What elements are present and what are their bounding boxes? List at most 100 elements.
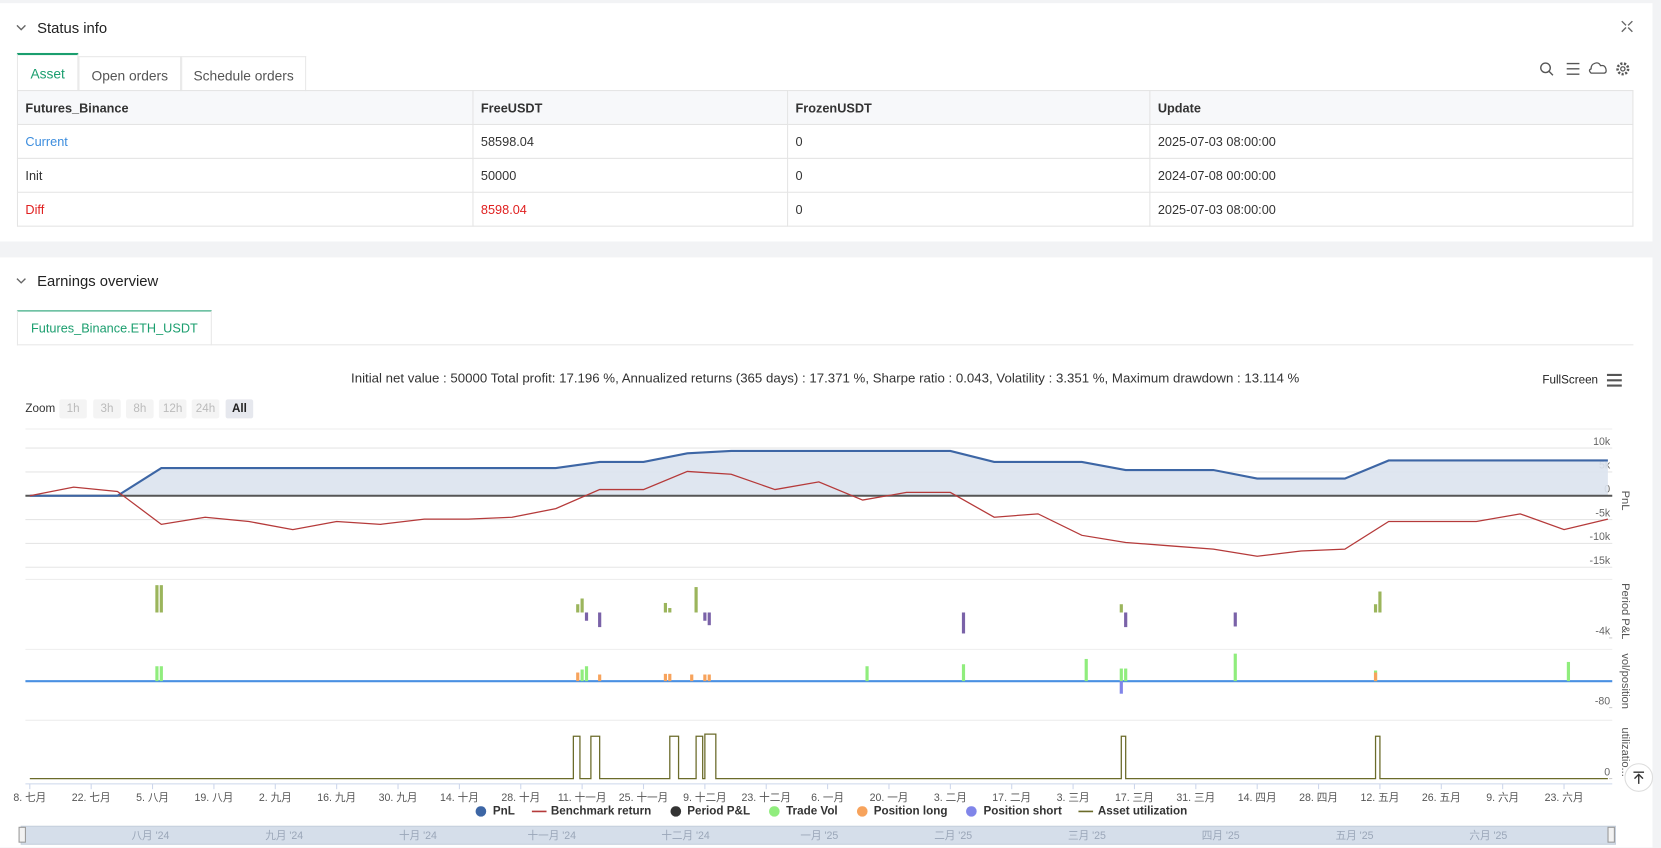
legend-symbol xyxy=(767,806,782,817)
navigator-label: 一月 '25 xyxy=(800,830,838,842)
y-tick-label: -10k xyxy=(1590,531,1611,543)
bar xyxy=(581,670,584,682)
bar xyxy=(1120,604,1123,612)
navigator-handle[interactable] xyxy=(19,827,25,842)
x-tick-label: 14. 十月 xyxy=(440,791,479,804)
navigator-handle[interactable] xyxy=(1608,827,1614,842)
legend-label: PnL xyxy=(493,805,515,818)
x-tick-label: 6. 一月 xyxy=(811,792,844,804)
bar xyxy=(576,604,579,612)
navigator-label: 五月 '25 xyxy=(1336,830,1374,842)
y-tick-label: -80 xyxy=(1595,695,1610,707)
legend-symbol xyxy=(474,806,489,817)
x-tick-label: 11. 十一月 xyxy=(558,791,607,804)
navigator-label: 三月 '25 xyxy=(1068,830,1106,842)
y-tick-label: -4k xyxy=(1595,626,1610,638)
bar xyxy=(962,612,965,633)
legend-item[interactable]: Period P&L xyxy=(668,805,750,818)
bar xyxy=(668,608,671,612)
legend-item[interactable]: Asset utilization xyxy=(1079,805,1187,818)
legend-label: Position long xyxy=(874,805,948,818)
x-tick-label: 30. 九月 xyxy=(379,792,418,804)
bar xyxy=(1234,654,1237,681)
navigator-label: 二月 '25 xyxy=(934,830,972,842)
x-tick-label: 19. 八月 xyxy=(195,792,234,804)
back-to-top[interactable] xyxy=(1624,763,1654,793)
x-tick-label: 26. 五月 xyxy=(1422,792,1461,804)
x-tick-label: 25. 十一月 xyxy=(619,791,668,804)
x-tick-label: 9. 十二月 xyxy=(683,791,727,804)
legend-label: Asset utilization xyxy=(1098,805,1187,818)
x-tick-label: 5. 八月 xyxy=(136,792,169,804)
bar xyxy=(576,673,579,682)
navigator-label: 四月 '25 xyxy=(1202,830,1240,842)
navigator-label: 十月 '24 xyxy=(399,829,437,842)
bar xyxy=(962,664,965,681)
x-tick-label: 31. 三月 xyxy=(1176,792,1215,804)
y-tick-label: -5k xyxy=(1595,507,1610,519)
x-tick-label: 28. 十月 xyxy=(501,791,540,804)
navigator-label: 十二月 '24 xyxy=(661,829,710,842)
legend-dot xyxy=(670,806,681,817)
navigator-label: 六月 '25 xyxy=(1469,830,1507,842)
bar xyxy=(155,666,158,681)
bar xyxy=(160,666,163,681)
legend-symbol xyxy=(964,806,979,817)
x-tick-label: 12. 五月 xyxy=(1361,792,1400,804)
bar xyxy=(690,675,693,682)
legend-symbol xyxy=(1079,806,1094,817)
legend-dot xyxy=(769,806,780,817)
x-tick-label: 23. 十二月 xyxy=(742,791,791,804)
bar xyxy=(1124,669,1127,682)
navigator-label: 十一月 '24 xyxy=(528,829,577,842)
bar xyxy=(1085,659,1088,681)
bar xyxy=(1378,592,1381,613)
bar xyxy=(155,585,158,612)
y-tick-label: 0 xyxy=(1604,766,1610,778)
bar xyxy=(585,612,588,620)
bar xyxy=(1374,604,1377,612)
x-tick-label: 20. 一月 xyxy=(870,792,909,804)
bar xyxy=(703,675,706,682)
bar xyxy=(1374,673,1377,682)
bar xyxy=(1120,681,1123,694)
legend-dot xyxy=(967,806,978,817)
x-tick-label: 14. 四月 xyxy=(1238,792,1277,804)
x-tick-label: 9. 六月 xyxy=(1486,792,1519,804)
bar xyxy=(865,666,868,681)
y-axis-label: PnL xyxy=(1619,491,1631,511)
legend-item[interactable]: Benchmark return xyxy=(532,805,651,818)
x-tick-label: 28. 四月 xyxy=(1299,792,1338,804)
legend: PnL Benchmark return Period P&L Trade Vol Po… xyxy=(0,805,1661,818)
bar xyxy=(1120,669,1123,682)
x-tick-label: 23. 六月 xyxy=(1545,792,1584,804)
bar xyxy=(598,612,601,627)
legend-item[interactable]: Position long xyxy=(855,805,948,818)
bar xyxy=(1124,612,1127,627)
legend-item[interactable]: Trade Vol xyxy=(767,805,838,818)
bar xyxy=(1234,612,1237,626)
navigator-label: 八月 '24 xyxy=(131,830,169,842)
legend-label: Trade Vol xyxy=(786,805,838,818)
x-tick-label: 3. 三月 xyxy=(1057,792,1090,804)
legend-dot xyxy=(476,806,487,817)
bar xyxy=(703,612,706,620)
bar xyxy=(664,674,667,681)
legend-label: Position short xyxy=(984,805,1062,818)
bar xyxy=(695,587,698,612)
legend-item[interactable]: Position short xyxy=(964,805,1061,818)
y-axis-label: Period P&L xyxy=(1619,583,1631,639)
legend-item[interactable]: PnL xyxy=(474,805,515,818)
area xyxy=(30,451,1608,496)
x-tick-label: 8. 七月 xyxy=(13,792,46,804)
legend-symbol xyxy=(532,806,547,817)
x-tick-label: 2. 九月 xyxy=(259,792,292,804)
bar xyxy=(160,585,163,612)
x-tick-label: 16. 九月 xyxy=(317,792,356,804)
x-tick-label: 3. 二月 xyxy=(934,792,967,804)
x-tick-label: 22. 七月 xyxy=(72,792,111,804)
x-tick-label: 17. 三月 xyxy=(1115,792,1154,804)
bar xyxy=(1567,662,1570,681)
